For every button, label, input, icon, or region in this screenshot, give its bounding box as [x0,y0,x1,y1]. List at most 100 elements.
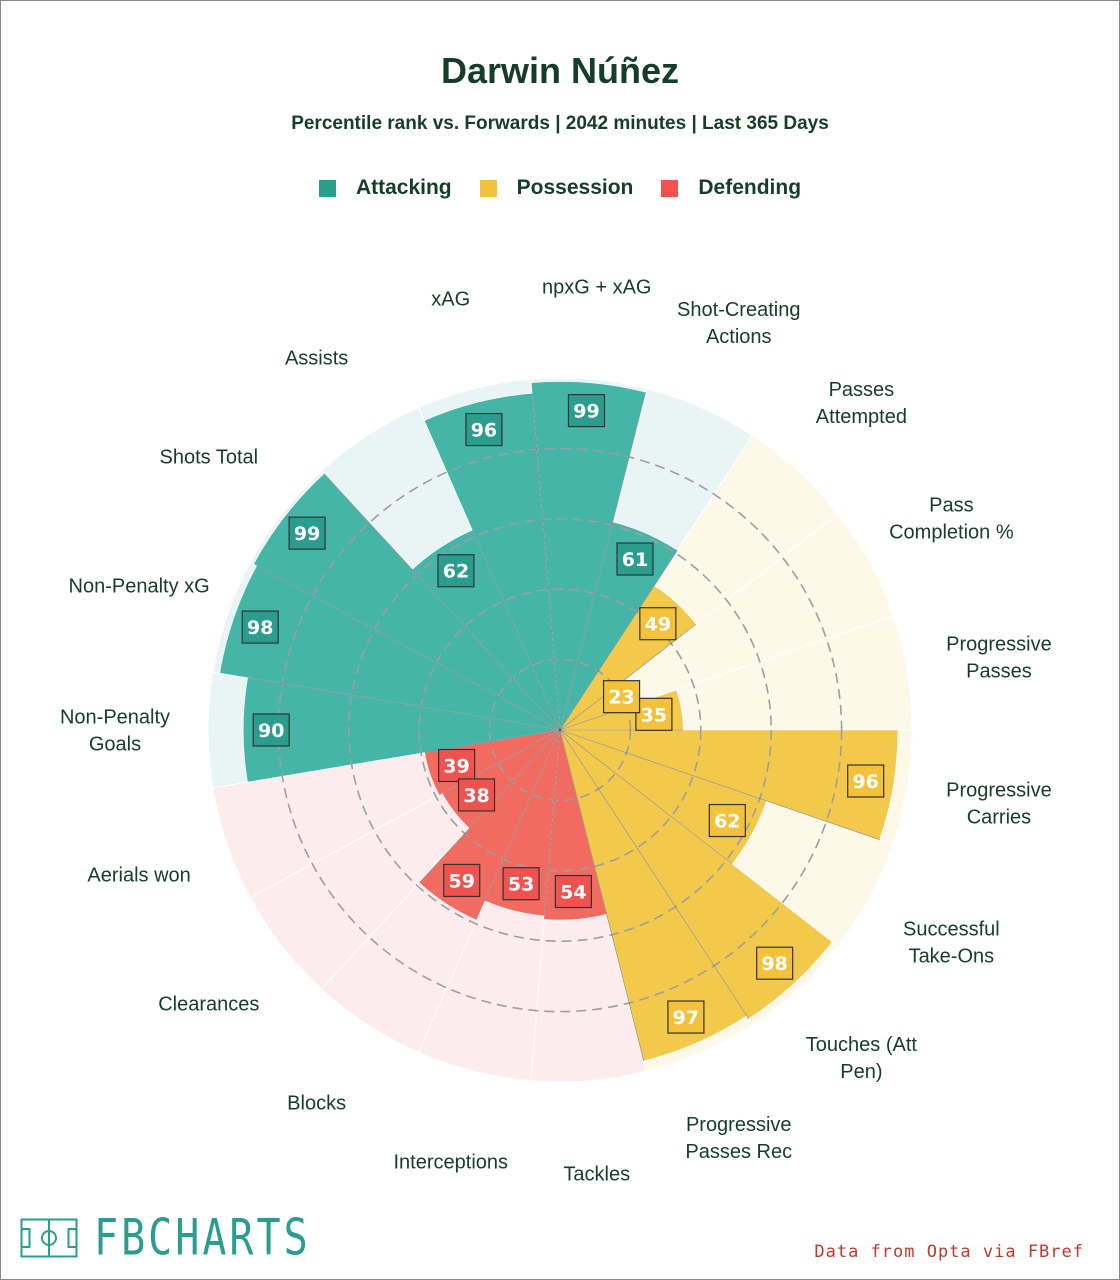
value-box-interceptions [502,867,540,901]
value-interceptions: 53 [502,867,540,901]
label-blocks: Blocks [287,1093,346,1115]
label-successful-take-ons: Successful Take-Ons [903,918,1000,967]
value-shots-total: 99 [288,516,326,550]
value-clearances: 38 [457,778,496,812]
bar-touches-att-pen [559,729,833,1020]
legend-item-defending: Defending [661,176,801,200]
label-non-penalty-xg: Non-Penalty xG [69,576,210,598]
value-text-assists: 62 [443,561,469,583]
spoke-interceptions [484,729,561,901]
value-text-progressive-passes: 35 [641,704,667,726]
value-box-progressive-carries [847,764,885,798]
value-non-penalty-xg: 98 [241,610,279,644]
value-aerials-won: 39 [438,748,476,783]
logo-text: FBCHARTS [94,1209,311,1267]
data-credit: Data from Opta via FBref [814,1242,1084,1262]
value-tackles: 54 [554,874,592,909]
value-npxg-xag: 99 [567,394,606,428]
value-text-non-penalty-goals: 90 [258,720,284,742]
value-text-clearances: 38 [463,785,489,807]
wedge-bars [219,381,899,1062]
label-npxg-xag: npxG + xAG [542,277,652,299]
legend-label-possession: Possession [516,176,634,199]
value-pass-completion: 23 [602,680,641,714]
value-box-shot-creating-actions [616,542,654,576]
spoke-non-penalty-goals [247,677,561,731]
spoke-non-penalty-xg [256,565,561,731]
spoke-tackles [544,729,561,920]
label-shot-creating-actions: Shot-Creating Actions [677,299,800,348]
value-box-clearances [457,778,496,812]
value-text-shot-creating-actions: 61 [622,549,648,571]
spoke-npxg-xag [559,392,646,731]
label-xag: xAG [431,289,470,311]
value-box-progressive-passes [635,697,673,731]
legend-label-defending: Defending [698,176,802,199]
spoke-progressive-carries [559,729,880,841]
value-text-progressive-carries: 96 [852,771,878,793]
value-labels: 35 23 49 61 99 96 62 99 98 90 39 38 59 53 54 97 98 62 96 [241,394,885,1034]
value-text-successful-take-ons: 62 [714,811,740,833]
chart-subtitle: Percentile rank vs. Forwards | 2042 minu… [291,113,829,134]
label-aerials-won: Aerials won [87,864,190,886]
chart-title: Darwin Núñez [440,50,680,91]
value-xag: 96 [465,412,503,447]
spoke-lines [247,392,880,1062]
spoke-successful-take-ons [559,729,733,865]
label-shots-total: Shots Total [160,447,259,469]
value-progressive-passes: 35 [635,697,673,731]
legend-swatch-possession [479,179,497,197]
label-tackles: Tackles [563,1163,630,1185]
label-progressive-passes-rec: Progressive Passes Rec [685,1114,792,1163]
value-successful-take-ons: 62 [708,803,746,838]
label-progressive-passes: Progressive Passes [946,633,1052,682]
legend-label-attacking: Attacking [355,176,452,199]
value-text-tackles: 54 [560,882,586,904]
label-interceptions: Interceptions [394,1151,509,1173]
value-text-pass-completion: 23 [608,687,634,709]
value-box-successful-take-ons [708,803,746,838]
value-text-aerials-won: 39 [443,755,469,777]
legend-swatch-attacking [318,179,336,197]
value-text-progressive-passes-rec: 97 [673,1007,699,1029]
spoke-aerials-won [424,729,561,753]
value-non-penalty-goals: 90 [252,713,290,747]
value-box-shots-total [288,516,326,550]
value-box-blocks [443,863,481,898]
label-pass-completion: Pass Completion % [889,495,1014,544]
value-text-xag: 96 [471,420,497,442]
value-box-non-penalty-xg [241,610,279,644]
legend-swatch-defending [661,179,679,197]
value-box-non-penalty-goals [252,713,290,747]
label-assists: Assists [285,347,348,369]
label-touches-att-pen: Touches (Att Pen) [806,1034,918,1083]
value-text-npxg-xag: 99 [573,401,599,423]
value-text-passes-attempted: 49 [645,614,671,636]
value-box-aerials-won [438,748,476,783]
legend-item-possession: Possession [479,176,634,200]
spoke-shots-total [323,473,561,731]
value-box-assists [437,554,475,588]
label-non-penalty-goals: Non-Penalty Goals [60,707,170,756]
spoke-touches-att-pen [559,729,749,1019]
value-box-pass-completion [602,680,641,714]
value-text-interceptions: 53 [508,874,534,896]
value-shot-creating-actions: 61 [616,542,654,576]
category-labels: Progressive Passes Pass Completion % Passes A… [60,277,1052,1186]
value-blocks: 59 [443,863,481,898]
value-box-progressive-passes-rec [667,1000,705,1034]
value-assists: 62 [437,554,475,588]
value-box-xag [465,412,503,447]
spoke-assists [472,530,561,731]
label-passes-attempted: Passes Attempted [816,379,907,428]
spoke-progressive-passes-rec [559,729,645,1062]
legend-item-attacking: Attacking [318,176,452,200]
value-touches-att-pen: 98 [756,946,794,980]
fbcharts-logo: FBCHARTS [20,1209,311,1267]
label-clearances: Clearances [158,993,259,1015]
grid-ring-40 [418,588,702,872]
value-text-shots-total: 99 [294,523,320,545]
value-box-touches-att-pen [756,946,794,980]
legend: Attacking Possession Defending [0,176,1120,200]
